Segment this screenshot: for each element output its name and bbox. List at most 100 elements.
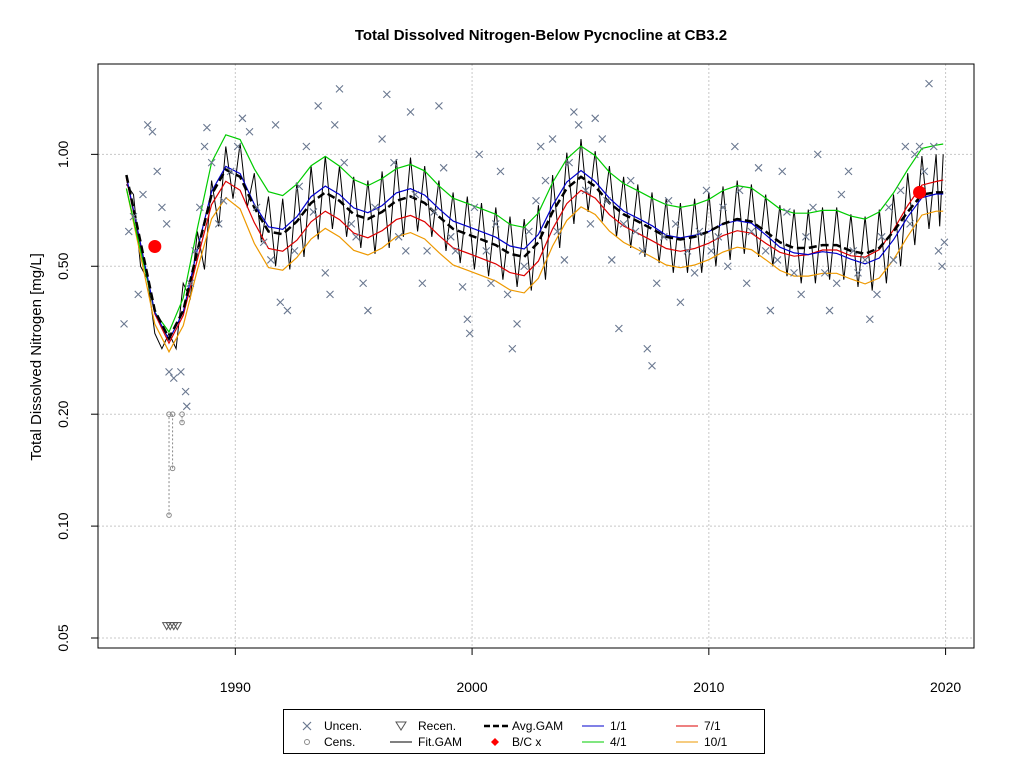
uncensored-point	[849, 246, 858, 255]
uncensored-point	[690, 268, 699, 277]
y-tick-label: 0.10	[55, 512, 71, 539]
green-line-icon	[582, 741, 604, 743]
x-tick-label: 2010	[693, 679, 724, 695]
dashed-line-icon	[484, 724, 508, 728]
uncensored-point	[203, 123, 211, 132]
uncensored-point	[266, 256, 275, 264]
uncensored-point	[330, 121, 339, 129]
chart-title: Total Dissolved Nitrogen-Below Pycnoclin…	[355, 27, 727, 44]
uncensored-point	[283, 306, 292, 315]
uncensored-point	[482, 246, 491, 255]
uncensored-point	[581, 186, 590, 195]
uncensored-point	[730, 142, 739, 151]
circle-marker-icon	[304, 739, 310, 745]
uncensored-point	[607, 256, 616, 264]
uncensored-point	[676, 298, 685, 307]
uncensored-point	[702, 186, 711, 195]
uncensored-point	[418, 279, 427, 288]
uncensored-point	[271, 121, 280, 129]
uncensored-point	[219, 196, 228, 205]
uncensored-point	[910, 150, 919, 159]
uncensored-point	[536, 142, 545, 151]
uncensored-point	[295, 182, 304, 191]
uncensored-point	[496, 167, 505, 176]
uncensored-point	[245, 127, 254, 136]
uncensored-point	[574, 121, 583, 129]
uncensored-point	[233, 142, 242, 151]
uncensored-point	[790, 268, 798, 277]
uncensored-point	[865, 315, 874, 324]
day-4-1-line	[125, 134, 944, 334]
uncensored-point	[813, 150, 822, 159]
uncensored-point	[603, 196, 611, 205]
uncensored-point	[820, 268, 829, 277]
uncensored-point	[214, 220, 223, 228]
uncensored-point	[761, 246, 770, 255]
y-tick-label: 0.05	[55, 624, 71, 651]
uncensored-point	[364, 306, 372, 315]
uncensored-point	[181, 387, 190, 396]
plot-markers	[120, 79, 949, 631]
uncensored-point	[560, 256, 569, 264]
uncensored-point	[382, 90, 391, 99]
uncensored-point	[591, 114, 600, 123]
uncensored-point	[309, 208, 318, 216]
censored-point	[179, 411, 185, 417]
grid-lines	[98, 64, 974, 648]
uncensored-point	[423, 246, 431, 255]
uncensored-point	[614, 324, 623, 333]
uncensored-point	[920, 167, 929, 176]
bc-point	[913, 185, 927, 199]
uncensored-point	[648, 361, 656, 370]
uncensored-point	[664, 196, 673, 205]
orange-line-icon	[676, 741, 698, 743]
uncensored-point	[139, 190, 147, 199]
uncensored-point	[671, 220, 680, 228]
uncensored-point	[158, 203, 166, 212]
uncensored-point	[766, 306, 775, 315]
uncensored-point	[326, 290, 334, 299]
uncensored-point	[347, 220, 356, 228]
uncensored-point	[619, 220, 628, 228]
uncensored-point	[569, 108, 578, 116]
uncensored-point	[652, 279, 661, 288]
uncensored-point	[683, 246, 692, 255]
uncensored-point	[195, 203, 204, 212]
uncensored-point	[889, 256, 898, 264]
legend-label: Fit.GAM	[418, 735, 462, 749]
uncensored-point	[406, 108, 415, 116]
uncensored-point	[169, 374, 178, 383]
axes: 1990 2000 2010 2020 0.05 0.10 0.20 0.50 1.00	[55, 141, 961, 695]
uncensored-point	[659, 232, 668, 241]
uncensored-point	[186, 279, 195, 288]
uncensored-point	[176, 367, 185, 376]
uncensored-point	[153, 167, 162, 176]
uncensored-point	[915, 142, 924, 151]
y-tick-label: 0.20	[55, 400, 71, 427]
uncensored-point	[371, 203, 379, 212]
uncensored-point	[435, 102, 443, 110]
legend-label: Avg.GAM	[512, 719, 564, 733]
uncensored-point	[302, 142, 311, 151]
uncensored-point	[844, 167, 853, 176]
uncensored-point	[825, 306, 834, 315]
uncensored-point	[861, 256, 869, 264]
x-marker-icon	[302, 721, 312, 731]
triangle-down-icon	[395, 721, 407, 731]
uncensored-point	[832, 279, 841, 288]
uncensored-point	[238, 114, 247, 123]
uncensored-point	[148, 127, 157, 136]
uncensored-point	[352, 232, 360, 241]
uncensored-point	[525, 227, 533, 236]
uncensored-point	[491, 220, 500, 228]
solid-line-icon	[390, 741, 412, 743]
uncensored-point	[884, 203, 893, 212]
legend-label: 7/1	[704, 719, 721, 733]
uncensored-point	[340, 158, 349, 167]
uncensored-point	[182, 402, 191, 411]
uncensored-point	[430, 208, 439, 216]
uncensored-point	[451, 246, 460, 255]
red-line-icon	[676, 725, 698, 727]
uncensored-point	[259, 238, 268, 247]
uncensored-point	[735, 186, 744, 195]
